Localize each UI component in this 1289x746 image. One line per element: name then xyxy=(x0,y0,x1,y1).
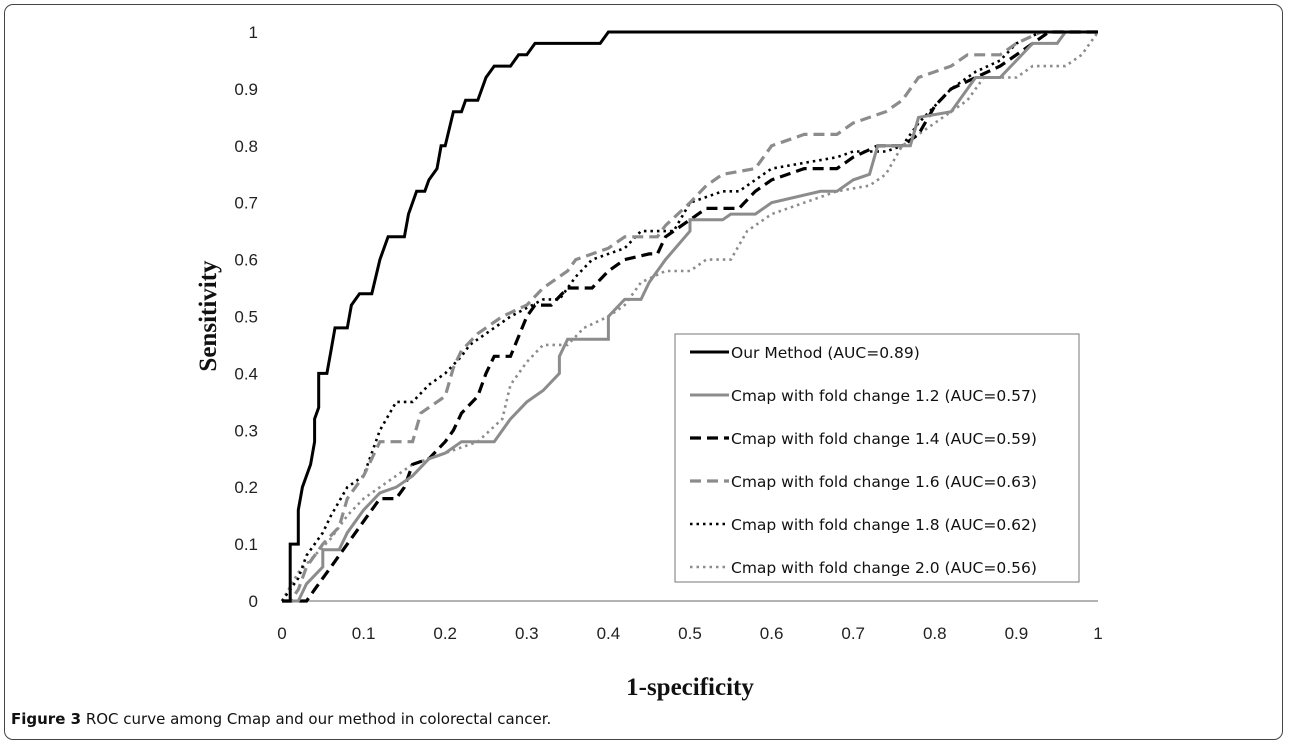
legend-entry-label: Cmap with fold change 1.4 (AUC=0.59) xyxy=(731,430,1037,448)
series-line xyxy=(280,30,1098,602)
y-axis-title: Sensitivity xyxy=(195,260,222,372)
legend-box xyxy=(674,333,1080,583)
x-tick-label: 0.4 xyxy=(597,624,621,643)
chart-legend: Our Method (AUC=0.89) Cmap with fold chan… xyxy=(674,333,1080,583)
y-tick-label: 1 xyxy=(249,23,258,42)
y-tick-label: 0.1 xyxy=(234,535,258,554)
legend-entry-label: Cmap with fold change 1.8 (AUC=0.62) xyxy=(731,516,1037,534)
y-tick-label: 0 xyxy=(249,592,258,611)
series-line xyxy=(282,30,1098,603)
x-tick-label: 0.9 xyxy=(1005,624,1029,643)
series-line xyxy=(282,30,1098,603)
x-tick-label: 0.1 xyxy=(352,624,376,643)
figure-caption: Figure 3 ROC curve among Cmap and our me… xyxy=(11,710,551,728)
legend-entry-label: Our Method (AUC=0.89) xyxy=(731,344,920,362)
y-tick-label: 0.8 xyxy=(234,137,258,156)
caption-label: Figure 3 xyxy=(11,710,82,728)
y-tick-label: 0.6 xyxy=(234,251,258,270)
x-tick-label: 0 xyxy=(277,624,286,643)
x-tick-label: 0.8 xyxy=(923,624,947,643)
y-tick-label: 0.9 xyxy=(234,80,258,99)
y-tick-label: 0.2 xyxy=(234,478,258,497)
legend-entry-label: Cmap with fold change 1.2 (AUC=0.57) xyxy=(731,387,1037,405)
y-tick-label: 0.4 xyxy=(234,364,258,383)
legend-entry-label: Cmap with fold change 1.6 (AUC=0.63) xyxy=(731,473,1037,491)
x-tick-label: 0.7 xyxy=(841,624,865,643)
series-layer xyxy=(280,30,1100,603)
x-tick-label: 0.2 xyxy=(433,624,457,643)
y-tick-label: 0.5 xyxy=(234,308,258,327)
series-line xyxy=(282,30,1098,603)
legend-entry-label: Cmap with fold change 2.0 (AUC=0.56) xyxy=(731,559,1037,577)
x-axis-ticks: 0 0.1 0.2 0.3 0.4 0.5 0.6 0.7 0.8 0.9 1 xyxy=(277,624,1102,643)
x-tick-label: 1 xyxy=(1093,624,1102,643)
x-tick-label: 0.6 xyxy=(760,624,784,643)
x-tick-label: 0.5 xyxy=(678,624,702,643)
y-axis-ticks: 0 0.1 0.2 0.3 0.4 0.5 0.6 0.7 0.8 0.9 1 xyxy=(234,23,258,611)
figure-frame xyxy=(4,4,1283,740)
x-tick-label: 0.3 xyxy=(515,624,539,643)
caption-text: ROC curve among Cmap and our method in c… xyxy=(85,710,552,728)
series-line xyxy=(280,31,1100,602)
x-axis-title: 1-specificity xyxy=(626,674,754,701)
y-tick-label: 0.3 xyxy=(234,421,258,440)
series-line xyxy=(282,30,1098,603)
y-tick-label: 0.7 xyxy=(234,194,258,213)
